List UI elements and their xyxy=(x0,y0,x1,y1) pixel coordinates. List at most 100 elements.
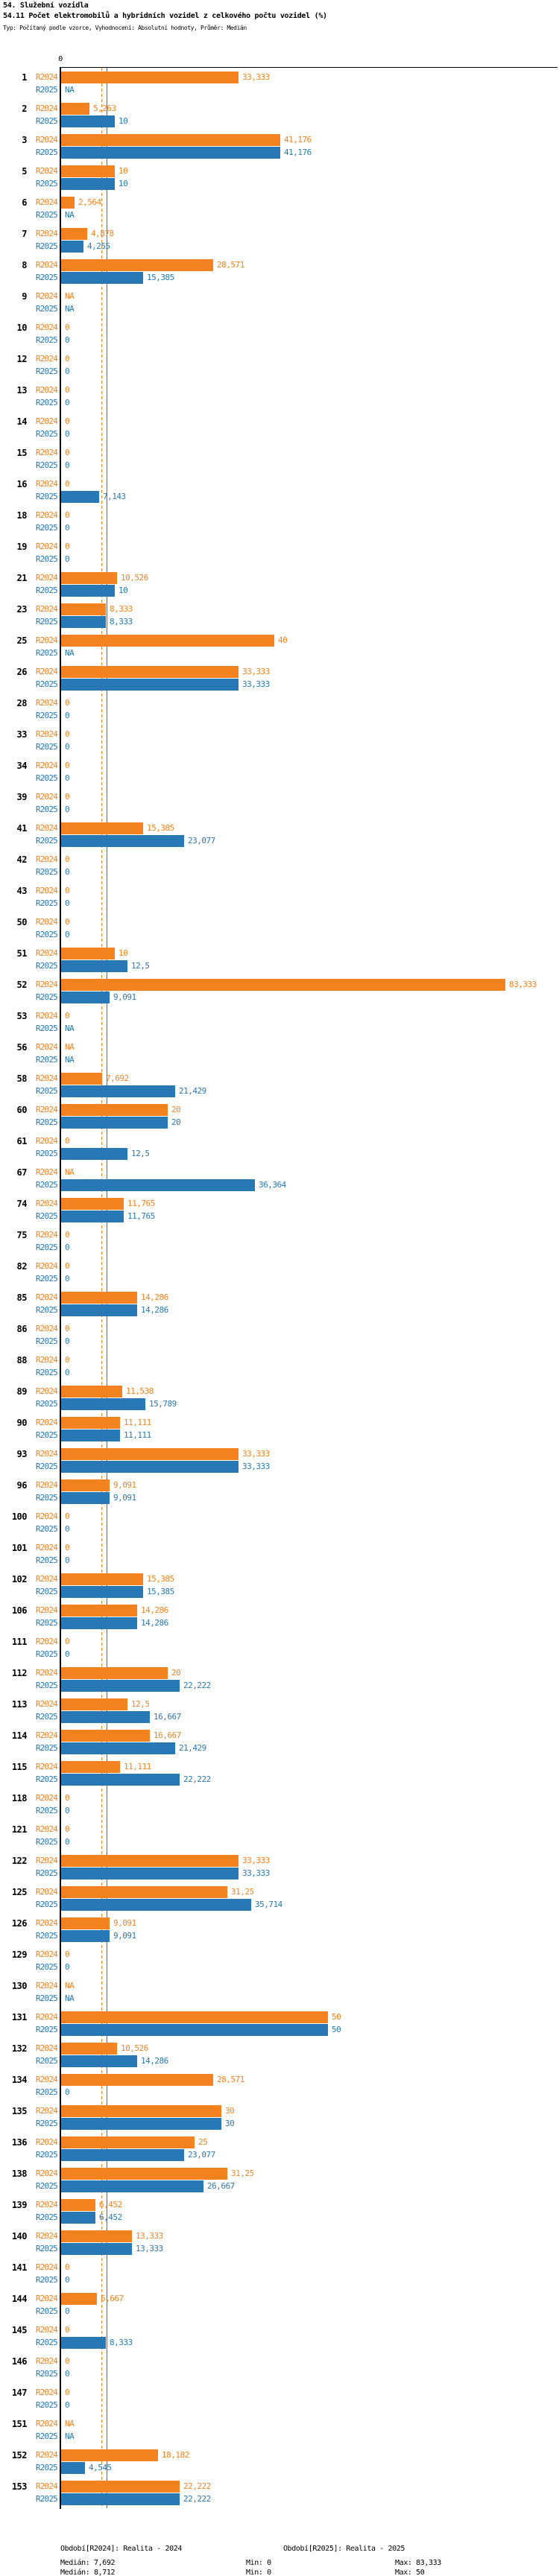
series-label-r2024: R2024 xyxy=(35,1449,58,1459)
series-label-r2025: R2025 xyxy=(35,147,58,157)
bar-r2024 xyxy=(61,1417,120,1429)
bar-r2024 xyxy=(61,1479,110,1491)
value-label-r2025: 0 xyxy=(65,1555,70,1565)
row-number: 88 xyxy=(16,1355,28,1365)
value-label-r2024: 0 xyxy=(65,1355,70,1365)
bar-r2025 xyxy=(61,2337,106,2349)
value-label-r2025: 0 xyxy=(65,867,70,877)
bar-r2025 xyxy=(61,616,106,628)
row-number: 60 xyxy=(16,1105,28,1115)
series-label-r2024: R2024 xyxy=(35,1136,58,1146)
value-label-r2024: 13,333 xyxy=(136,2231,163,2241)
series-label-r2025: R2025 xyxy=(35,1243,58,1252)
value-label-r2025: 30 xyxy=(225,2119,235,2128)
value-label-r2024: NA xyxy=(65,1042,75,1052)
value-label-r2025: NA xyxy=(65,85,75,95)
row-number: 3 xyxy=(22,135,27,145)
value-label-r2024: 6,452 xyxy=(99,2200,122,2209)
series-label-r2024: R2024 xyxy=(35,698,58,708)
row-number: 58 xyxy=(16,1073,28,1084)
bar-r2024 xyxy=(61,2481,180,2493)
series-label-r2024: R2024 xyxy=(35,1762,58,1771)
value-label-r2025: 12,5 xyxy=(131,961,150,971)
bar-r2024 xyxy=(61,572,117,584)
value-label-r2024: 0 xyxy=(65,1950,70,1959)
bar-r2024 xyxy=(61,2449,158,2461)
series-label-r2024: R2024 xyxy=(35,510,58,520)
value-label-r2025: 0 xyxy=(65,930,70,939)
series-label-r2025: R2025 xyxy=(35,1993,58,2003)
row-number: 86 xyxy=(16,1324,28,1334)
value-label-r2024: 11,765 xyxy=(127,1199,155,1208)
bar-r2025 xyxy=(61,1617,137,1629)
value-label-r2025: 10 xyxy=(119,116,128,126)
value-label-r2025: 22,222 xyxy=(183,1681,211,1690)
value-label-r2024: 28,571 xyxy=(217,260,244,270)
series-label-r2025: R2025 xyxy=(35,1555,58,1565)
row-number: 9 xyxy=(22,291,27,302)
bar-r2025 xyxy=(61,2212,95,2224)
row-number: 18 xyxy=(16,510,28,521)
series-label-r2025: R2025 xyxy=(35,2275,58,2285)
row-number: 101 xyxy=(11,1543,28,1553)
series-label-r2024: R2024 xyxy=(35,2231,58,2241)
row-number: 6 xyxy=(22,197,27,208)
value-label-r2025: 9,091 xyxy=(113,1931,136,1941)
series-label-r2025: R2025 xyxy=(35,1117,58,1127)
value-label-r2025: 9,091 xyxy=(113,992,136,1002)
value-label-r2025: NA xyxy=(65,648,75,658)
value-label-r2025: 33,333 xyxy=(242,1462,270,1471)
value-label-r2024: 20 xyxy=(171,1105,181,1114)
bar-r2024 xyxy=(61,103,89,115)
bar-r2024 xyxy=(61,822,143,834)
row-number: 125 xyxy=(11,1887,28,1897)
row-number: 151 xyxy=(11,2419,28,2429)
bar-r2025 xyxy=(61,1680,180,1692)
series-label-r2025: R2025 xyxy=(35,1024,58,1033)
bar-r2025 xyxy=(61,1179,255,1191)
value-label-r2025: 0 xyxy=(65,2369,70,2379)
row-number: 42 xyxy=(16,854,28,865)
median-line-r2024 xyxy=(101,68,102,2508)
value-label-r2024: 0 xyxy=(65,761,70,770)
value-label-r2024: 0 xyxy=(65,698,70,708)
series-label-r2024: R2024 xyxy=(35,291,58,301)
series-label-r2024: R2024 xyxy=(35,1292,58,1302)
series-label-r2025: R2025 xyxy=(35,836,58,846)
series-label-r2024: R2024 xyxy=(35,729,58,739)
series-label-r2024: R2024 xyxy=(35,1355,58,1365)
value-label-r2024: 41,176 xyxy=(284,135,312,145)
series-label-r2025: R2025 xyxy=(35,2212,58,2222)
row-number: 147 xyxy=(11,2388,28,2398)
series-label-r2024: R2024 xyxy=(35,1793,58,1803)
series-label-r2024: R2024 xyxy=(35,1950,58,1959)
row-number: 53 xyxy=(16,1011,28,1021)
value-label-r2025: 0 xyxy=(65,460,70,470)
series-label-r2024: R2024 xyxy=(35,1042,58,1052)
series-label-r2024: R2024 xyxy=(35,385,58,395)
value-label-r2025: 0 xyxy=(65,773,70,783)
value-label-r2024: 0 xyxy=(65,792,70,802)
series-label-r2025: R2025 xyxy=(35,2181,58,2191)
series-label-r2025: R2025 xyxy=(35,742,58,752)
bar-r2025 xyxy=(61,1899,251,1911)
bar-r2024 xyxy=(61,1698,127,1710)
value-label-r2024: 0 xyxy=(65,729,70,739)
value-label-r2025: 12,5 xyxy=(131,1149,150,1158)
row-number: 96 xyxy=(16,1480,28,1491)
row-number: 33 xyxy=(16,729,28,740)
value-label-r2025: 10 xyxy=(119,586,128,595)
series-label-r2025: R2025 xyxy=(35,2494,58,2504)
row-number: 112 xyxy=(11,1668,28,1678)
value-label-r2025: NA xyxy=(65,1055,75,1065)
bar-r2025 xyxy=(61,679,239,691)
row-number: 113 xyxy=(11,1699,28,1710)
value-label-r2025: 26,667 xyxy=(207,2181,235,2191)
series-label-r2024: R2024 xyxy=(35,2481,58,2491)
bar-r2024 xyxy=(61,603,106,615)
value-label-r2025: NA xyxy=(65,304,75,314)
value-label-r2024: 31,25 xyxy=(231,1887,254,1897)
bar-r2024 xyxy=(61,1886,227,1898)
value-label-r2024: 0 xyxy=(65,2325,70,2335)
row-number: 136 xyxy=(11,2137,28,2148)
